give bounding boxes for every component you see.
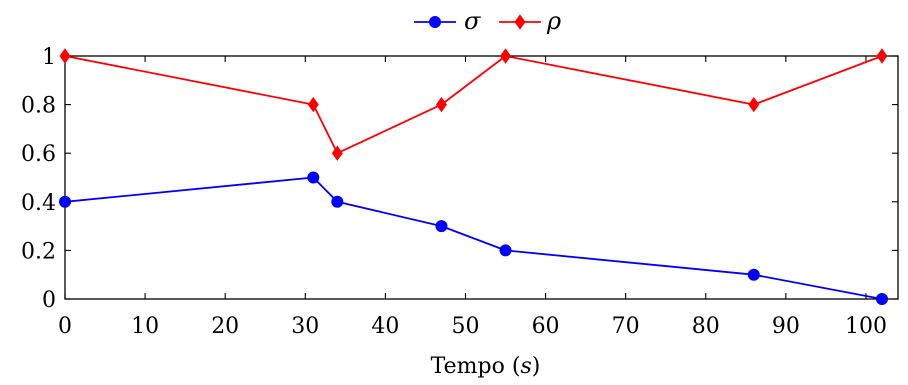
x-axis-label: Tempo (s) xyxy=(431,354,541,379)
series-sigma-point xyxy=(499,244,512,257)
series-sigma-point xyxy=(435,220,448,233)
legend-rho-marker xyxy=(514,14,526,30)
series-sigma-point xyxy=(331,195,344,208)
x-tick-label: 70 xyxy=(612,314,640,339)
y-tick-label: 0.8 xyxy=(21,94,56,119)
x-tick-label: 10 xyxy=(131,314,159,339)
x-axis-label-close: ) xyxy=(532,354,541,379)
series-rho-point xyxy=(748,96,760,113)
series-rho-point xyxy=(331,145,343,161)
series-layer xyxy=(59,48,888,305)
y-tick-label: 0.6 xyxy=(21,142,56,167)
x-axis-label-text: Tempo ( xyxy=(431,354,521,379)
series-sigma-point xyxy=(747,268,760,281)
x-tick-label: 40 xyxy=(371,314,399,339)
series-rho-point xyxy=(876,48,888,64)
y-tick-label: 1 xyxy=(42,45,56,70)
legend-sigma-marker xyxy=(428,15,441,28)
series-rho-point xyxy=(435,96,447,113)
plot-frame xyxy=(64,55,899,300)
x-tick-label: 30 xyxy=(291,314,319,339)
series-sigma-point xyxy=(875,292,888,305)
y-tick-label: 0.2 xyxy=(21,239,56,264)
legend-sigma-label: σ xyxy=(464,7,481,35)
x-tick-label: 60 xyxy=(532,314,560,339)
series-rho-point xyxy=(500,48,512,64)
x-tick-label: 90 xyxy=(772,314,800,339)
x-axis-label-unit: s xyxy=(520,354,531,379)
axes: 0 10 20 30 40 50 60 70 80 90 100 0 0.2 0.4 0.6 0.8 1 xyxy=(21,45,899,339)
y-tick-label: 0 xyxy=(42,288,56,313)
y-tick-label: 0.4 xyxy=(21,191,56,216)
series-sigma-point xyxy=(307,171,320,184)
series-rho-line xyxy=(64,55,883,155)
series-rho-point xyxy=(307,96,319,113)
series-sigma-line xyxy=(64,176,883,300)
series-sigma-point xyxy=(59,195,72,208)
x-tick-label: 100 xyxy=(845,314,887,339)
legend-rho-label: ρ xyxy=(546,7,561,35)
series-rho-point xyxy=(59,48,71,64)
x-tick-label: 50 xyxy=(451,314,479,339)
x-tick-label: 0 xyxy=(58,314,72,339)
x-tick-label: 80 xyxy=(692,314,720,339)
x-tick-label: 20 xyxy=(211,314,239,339)
